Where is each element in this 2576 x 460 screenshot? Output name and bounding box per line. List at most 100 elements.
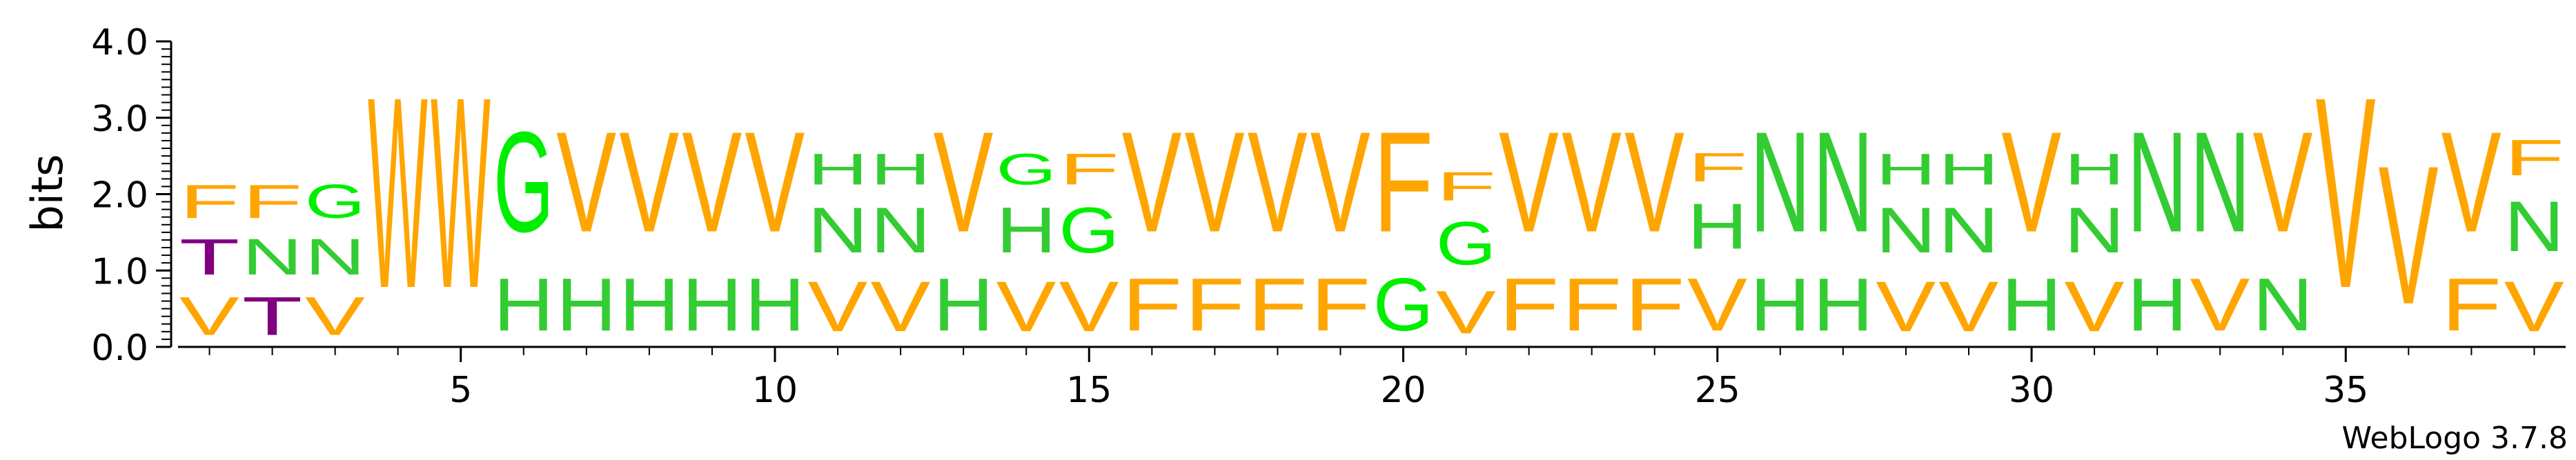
logo-letter-f: F xyxy=(1310,263,1370,347)
logo-letter-n: N xyxy=(807,194,867,266)
logo-letter-f: F xyxy=(1687,145,1747,190)
logo-letter-f: F xyxy=(1248,263,1308,347)
logo-letter-n: N xyxy=(242,229,302,286)
logo-letter-v: V xyxy=(1122,101,1182,261)
weblogo-version: WebLogo 3.7.8 xyxy=(2341,421,2568,456)
x-tick-label: 30 xyxy=(2009,370,2054,411)
logo-letter-g: G xyxy=(305,175,365,228)
logo-letter-f: F xyxy=(1436,164,1496,210)
logo-letter-v: V xyxy=(1059,266,1119,346)
logo-letter-h: H xyxy=(1938,144,1998,194)
logo-letter-v: V xyxy=(2441,101,2501,261)
logo-letter-v: V xyxy=(996,266,1056,346)
logo-letter-v: V xyxy=(682,101,742,261)
logo-letter-v: V xyxy=(2001,101,2061,261)
y-tick-label: 0.0 xyxy=(91,328,148,369)
logo-letter-g: G xyxy=(1373,263,1433,347)
logo-letter-v: V xyxy=(1624,101,1684,261)
logo-letter-h: H xyxy=(619,263,679,347)
logo-letter-f: F xyxy=(1499,263,1559,347)
logo-letter-f: F xyxy=(1122,263,1182,347)
logo-letter-v: V xyxy=(2379,125,2439,346)
logo-letter-h: H xyxy=(1876,144,1936,194)
x-tick-label: 35 xyxy=(2323,370,2368,411)
logo-letter-v: V xyxy=(2064,266,2124,346)
logo-letter-h: H xyxy=(682,263,742,347)
logo-letter-t: T xyxy=(242,286,302,346)
logo-letter-v: V xyxy=(1562,101,1622,261)
logo-letter-n: N xyxy=(1813,103,1873,263)
logo-letter-f: F xyxy=(2504,130,2564,187)
logo-letter-v: V xyxy=(870,266,930,346)
logo-letter-v: V xyxy=(2190,263,2250,346)
y-tick-label: 4.0 xyxy=(91,22,148,63)
logo-letter-t: T xyxy=(179,229,239,286)
logo-letter-v: V xyxy=(1248,101,1308,261)
logo-letter-v: V xyxy=(1938,266,1998,346)
logo-letter-v: V xyxy=(745,101,805,261)
logo-letter-v: V xyxy=(619,101,679,261)
logo-letter-h: H xyxy=(933,263,993,347)
x-tick-label: 5 xyxy=(449,370,472,411)
logo-letter-n: N xyxy=(1876,194,1936,266)
logo-letter-n: N xyxy=(2064,194,2124,266)
logo-letter-g: G xyxy=(996,145,1056,194)
logo-letter-v: V xyxy=(179,286,239,347)
logo-letter-n: N xyxy=(2253,263,2313,347)
logo-letter-h: H xyxy=(2001,263,2061,347)
logo-letter-v: V xyxy=(556,101,616,261)
logo-letter-h: H xyxy=(556,263,616,347)
logo-letter-v: V xyxy=(807,266,867,346)
logo-letter-v: V xyxy=(1310,101,1370,261)
logo-letter-h: H xyxy=(1750,263,1810,347)
logo-letter-v: V xyxy=(1499,101,1559,261)
y-tick-label: 3.0 xyxy=(91,99,148,140)
logo-letter-f: F xyxy=(1059,144,1119,194)
logo-letter-v: V xyxy=(933,101,993,261)
logo-letter-n: N xyxy=(2190,103,2250,263)
logo-letter-v: V xyxy=(2504,266,2564,346)
x-tick-label: 15 xyxy=(1066,370,1112,411)
logo-letter-g: G xyxy=(1436,210,1496,278)
logo-letter-f: F xyxy=(242,174,302,228)
logo-letter-f: F xyxy=(1185,263,1245,347)
logo-letter-h: H xyxy=(745,263,805,347)
logo-letter-v: V xyxy=(1687,263,1747,346)
logo-letter-n: N xyxy=(870,194,930,266)
logo-letter-f: F xyxy=(179,174,239,228)
logo-letter-h: H xyxy=(870,144,930,194)
y-tick-label: 1.0 xyxy=(91,251,148,292)
logo-letter-v: V xyxy=(1876,266,1936,346)
logo-letter-n: N xyxy=(1938,194,1998,266)
logo-letter-v: V xyxy=(2253,101,2313,261)
logo-letter-h: H xyxy=(807,144,867,194)
logo-letter-h: H xyxy=(1687,190,1747,263)
logo-letter-w: W xyxy=(431,40,491,345)
logo-letter-v: V xyxy=(1185,101,1245,261)
logo-letter-v: V xyxy=(2316,41,2377,346)
logo-letter-f: F xyxy=(1373,102,1433,262)
logo-letter-h: H xyxy=(2064,144,2124,194)
logo-letter-f: F xyxy=(2441,263,2501,347)
logo-letter-n: N xyxy=(1750,103,1810,263)
logo-letter-h: H xyxy=(1813,263,1873,347)
logo-letter-f: F xyxy=(1562,263,1622,347)
axes: 0.0 1.0 2.0 3.0 4.0 5 10 15 20 25 30 35 xyxy=(91,22,2566,411)
logo-letter-g: G xyxy=(493,103,553,262)
x-tick-label: 10 xyxy=(752,370,798,411)
logo-letter-h: H xyxy=(493,263,553,347)
x-tick-label: 20 xyxy=(1380,370,1426,411)
logo-letter-n: N xyxy=(2127,103,2187,263)
logo-letter-v: V xyxy=(1436,278,1496,347)
logo-letter-h: H xyxy=(996,194,1056,266)
logo-letter-n: N xyxy=(2504,186,2564,266)
x-tick-label: 25 xyxy=(1695,370,1740,411)
logo-letter-w: W xyxy=(368,40,429,345)
logo-letter-v: V xyxy=(305,286,365,347)
y-axis-label: bits xyxy=(22,154,72,232)
y-tick-label: 2.0 xyxy=(91,175,148,217)
logo-letter-f: F xyxy=(1624,263,1684,347)
logo-letter-n: N xyxy=(305,229,365,286)
